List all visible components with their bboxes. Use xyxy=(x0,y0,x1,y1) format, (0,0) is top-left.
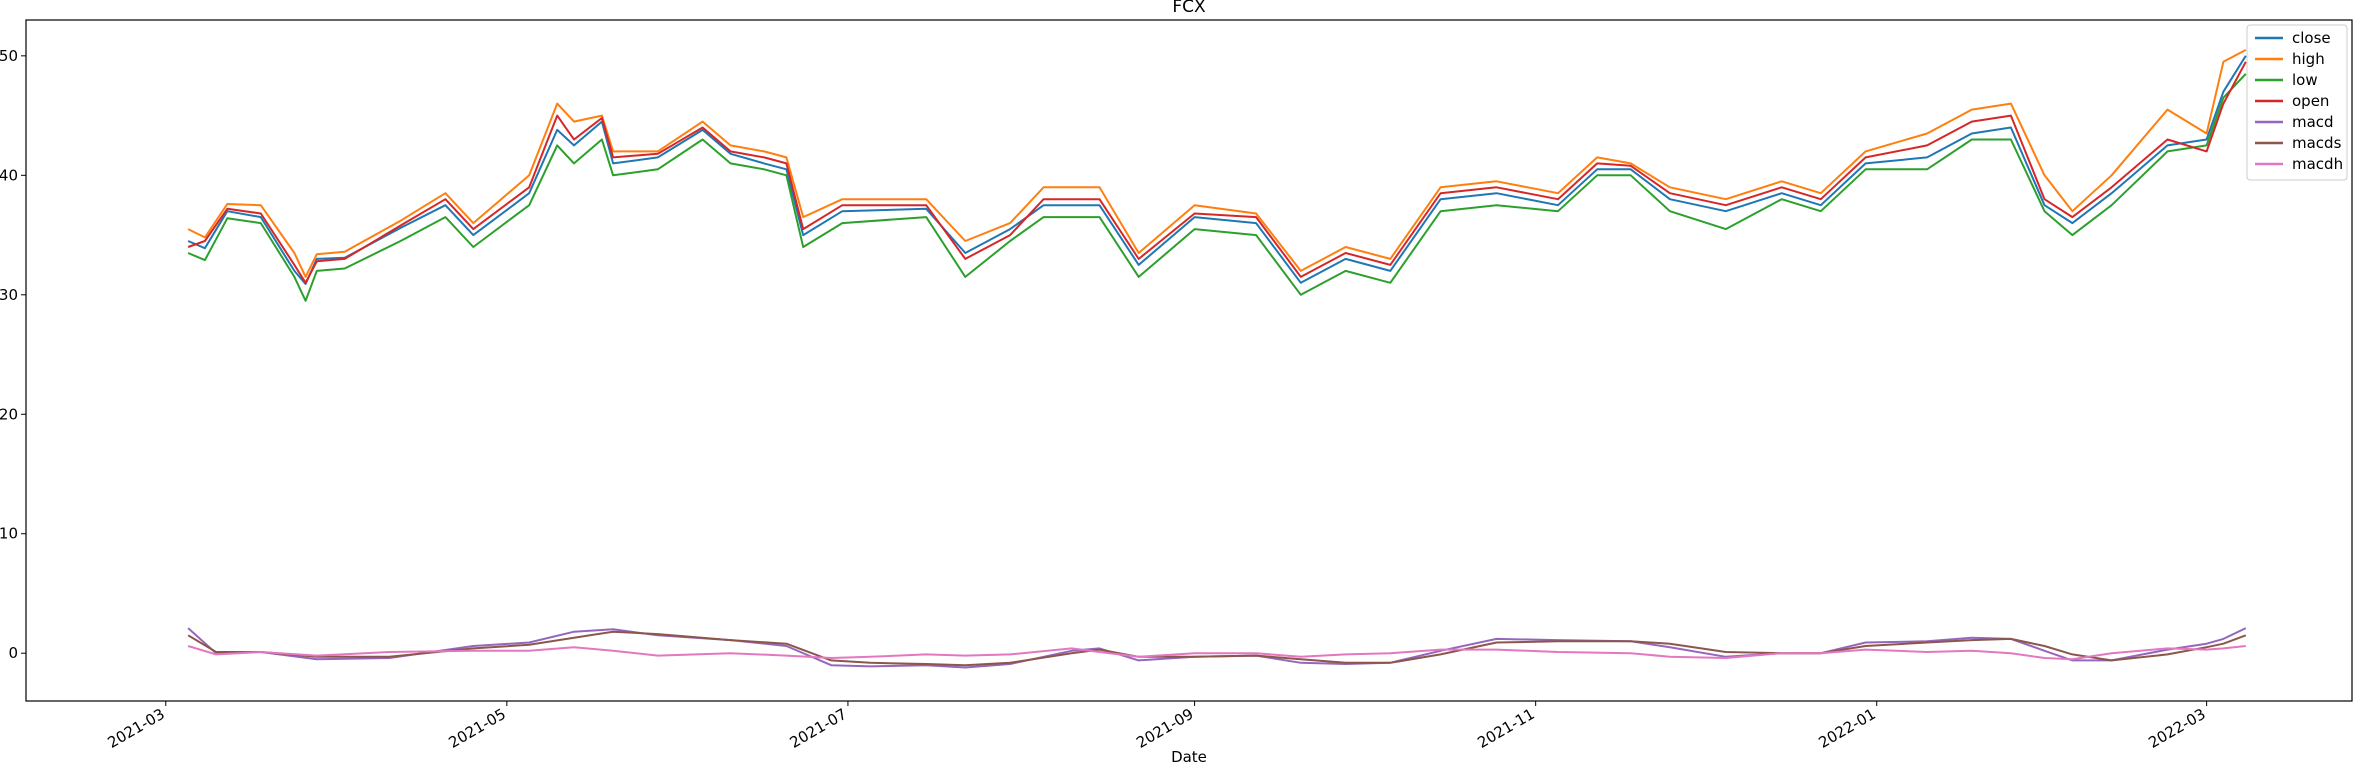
y-tick-label: 20 xyxy=(0,405,18,423)
series-line-low xyxy=(187,73,2247,302)
series-line-macds xyxy=(187,630,2247,667)
plot-frame xyxy=(25,19,2353,702)
series-line-open xyxy=(187,61,2247,284)
series-line-high xyxy=(187,49,2247,278)
series-line-close xyxy=(187,55,2247,285)
x-axis-label: Date xyxy=(1171,748,1207,766)
y-tick-label: 30 xyxy=(0,286,18,304)
y-tick-label: 50 xyxy=(0,47,18,65)
chart-title: FCX xyxy=(1172,0,1206,17)
legend-label-close: close xyxy=(2292,29,2331,47)
legend-box xyxy=(2246,24,2348,181)
series-line-macdh xyxy=(187,645,2246,661)
legend: close high low open macd macds macdh xyxy=(2246,24,2348,181)
legend-label-low: low xyxy=(2292,71,2318,89)
y-tick-label: 10 xyxy=(0,525,18,543)
y-tick-label: 0 xyxy=(8,644,18,662)
legend-label-macds: macds xyxy=(2292,134,2342,152)
y-tick-label: 40 xyxy=(0,166,18,184)
series-layer xyxy=(187,49,2247,669)
legend-label-macdh: macdh xyxy=(2292,155,2343,173)
y-axis: 0 10 20 30 40 50 xyxy=(0,47,26,662)
legend-label-open: open xyxy=(2292,92,2329,110)
legend-label-macd: macd xyxy=(2292,113,2334,131)
legend-label-high: high xyxy=(2292,50,2325,68)
